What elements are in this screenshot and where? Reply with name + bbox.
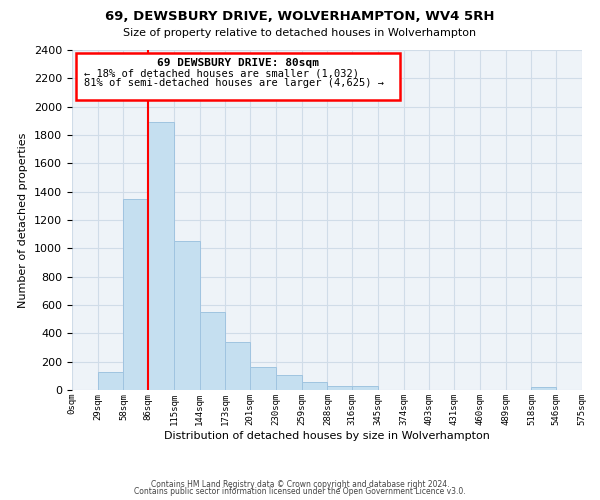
Text: 69 DEWSBURY DRIVE: 80sqm: 69 DEWSBURY DRIVE: 80sqm [157,58,319,68]
Bar [250,368,276,390]
Bar [98,372,124,390]
Bar [582,388,600,390]
Bar [328,386,352,390]
Y-axis label: Number of detached properties: Number of detached properties [19,132,28,308]
Text: Contains public sector information licensed under the Open Government Licence v3: Contains public sector information licen… [134,488,466,496]
FancyBboxPatch shape [76,53,400,100]
Bar [174,242,200,390]
Text: ← 18% of detached houses are smaller (1,032): ← 18% of detached houses are smaller (1,… [83,68,359,78]
Bar [352,386,378,390]
Text: 81% of semi-detached houses are larger (4,625) →: 81% of semi-detached houses are larger (… [83,78,383,88]
Bar [200,312,226,390]
Bar [124,198,148,390]
Bar [302,382,328,390]
Bar [532,388,556,390]
Text: Contains HM Land Registry data © Crown copyright and database right 2024.: Contains HM Land Registry data © Crown c… [151,480,449,489]
Text: Size of property relative to detached houses in Wolverhampton: Size of property relative to detached ho… [124,28,476,38]
X-axis label: Distribution of detached houses by size in Wolverhampton: Distribution of detached houses by size … [164,430,490,440]
Text: 69, DEWSBURY DRIVE, WOLVERHAMPTON, WV4 5RH: 69, DEWSBURY DRIVE, WOLVERHAMPTON, WV4 5… [105,10,495,23]
Bar [276,375,302,390]
Bar [226,342,250,390]
Bar [148,122,174,390]
